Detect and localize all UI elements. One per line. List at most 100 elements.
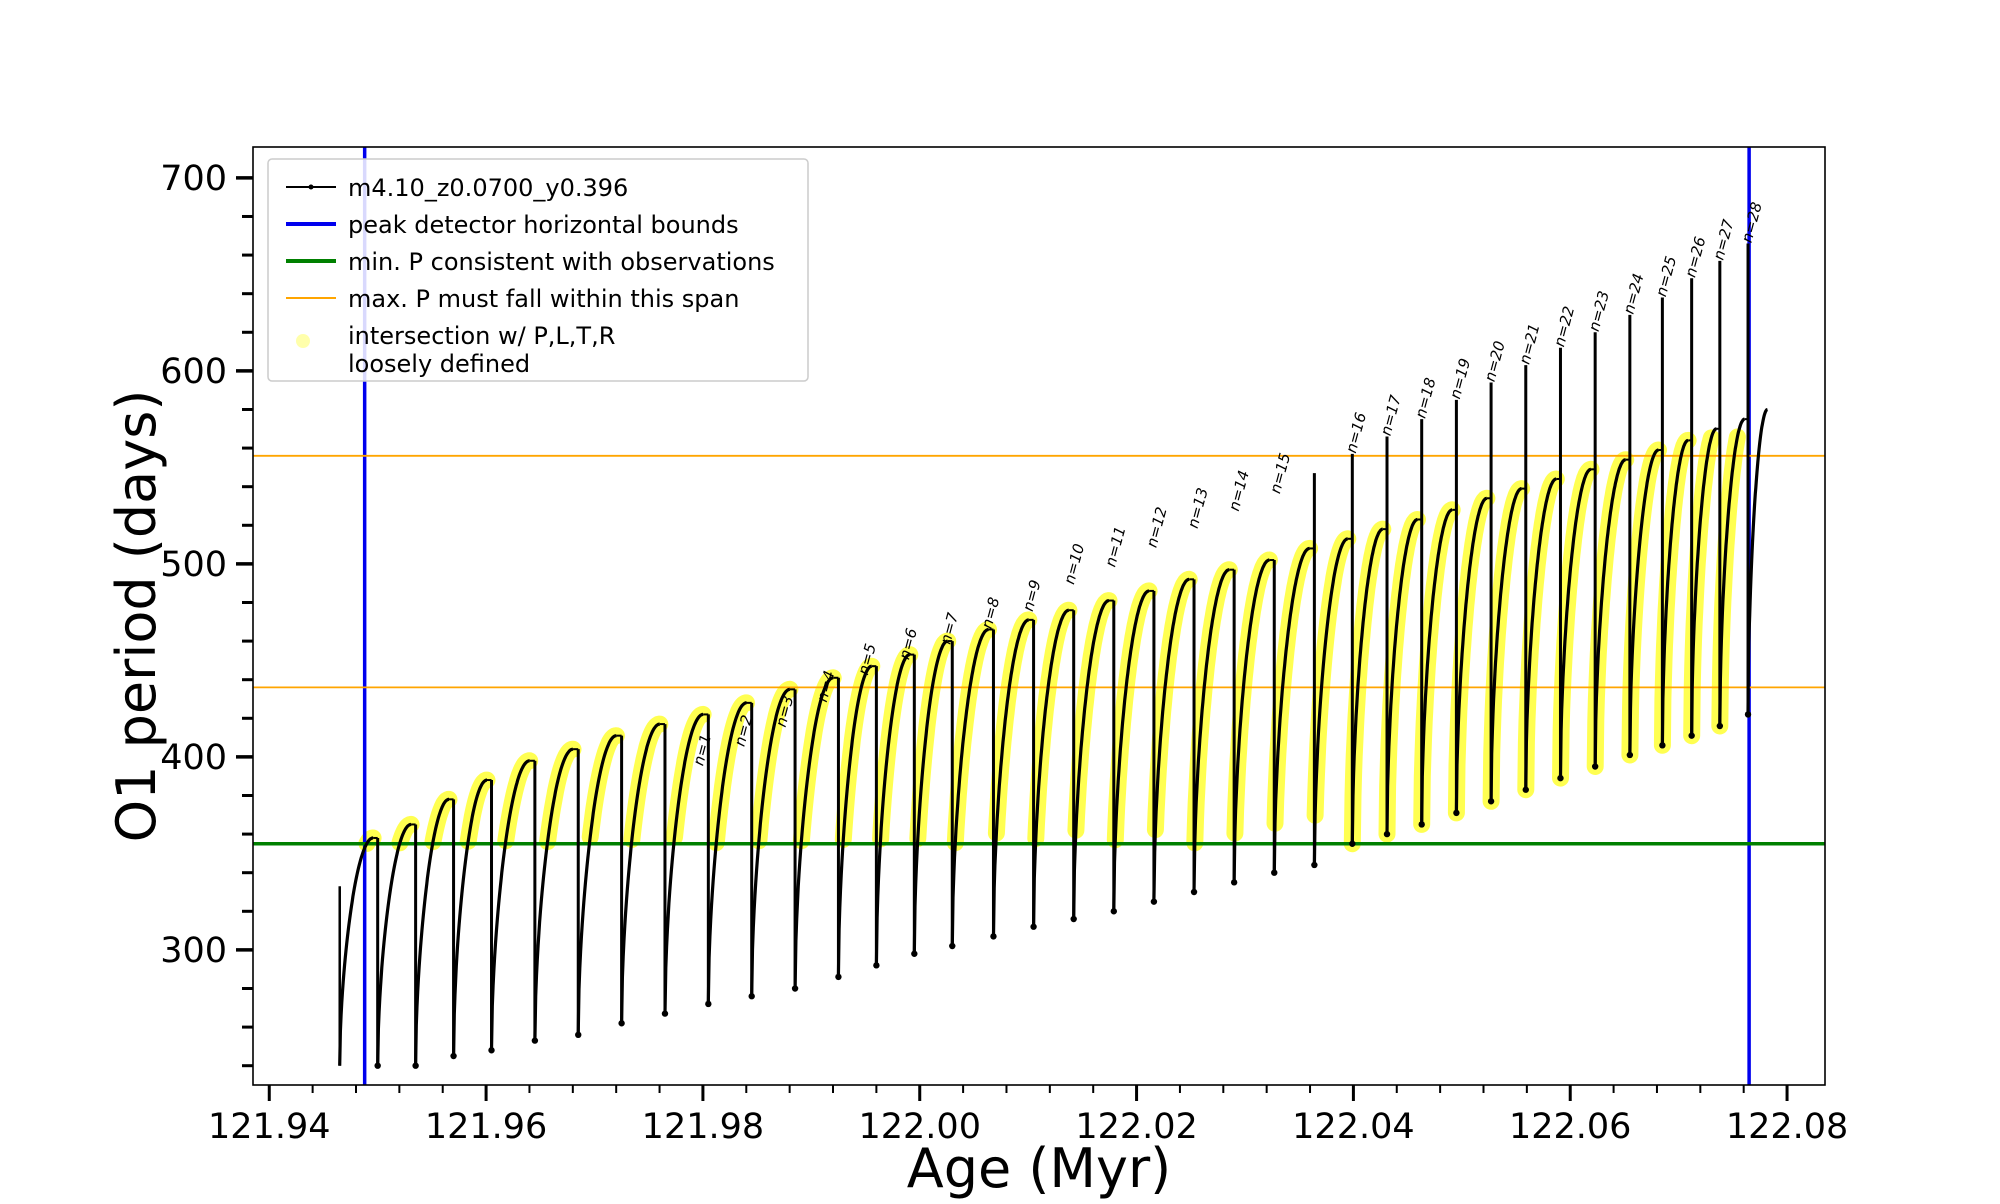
series-segment [1524,477,1557,790]
y-tick-label: 300 [160,931,227,971]
x-tick-label: 122.08 [1726,1107,1848,1147]
series-segment [1420,508,1453,825]
intersection-highlight [1027,601,1078,847]
x-axis-label: Age (Myr) [907,1137,1172,1200]
series-segment [1660,438,1689,746]
series-segment [836,664,873,977]
pulse-label: n=18 [1411,376,1439,420]
x-tick-label: 122.06 [1509,1107,1631,1147]
series-segment [874,653,911,966]
legend-series-marker [308,184,314,190]
intersection-highlight [539,740,582,851]
series-segment [663,712,704,1014]
series-segment [338,836,374,1066]
series-segment [750,687,791,997]
series-segment [706,701,747,1004]
intersection-highlight [1226,551,1278,842]
series-segment [1192,568,1230,893]
pulse-label: n=15 [1266,451,1294,495]
series-segment [576,734,617,1035]
y-axis-label: O1 period (days) [105,390,168,843]
legend-label: min. P consistent with observations [348,248,775,276]
series-segment [1454,496,1488,813]
series-segment [1746,407,1768,715]
intersection-highlight [909,632,957,847]
intersection-highlight [872,646,919,848]
series-segment [376,822,412,1066]
pulse-label: n=28 [1738,200,1766,244]
intersection-highlight [1067,592,1118,839]
series-segment [1593,458,1626,767]
pulse-label: n=4 [813,669,839,704]
intersection-highlight [834,657,881,848]
series-segment [1072,599,1110,920]
intersection-highlight [1106,582,1158,849]
series-segment [1112,589,1150,912]
pulse-label: n=17 [1377,393,1405,438]
series-segment [489,759,530,1051]
series-segment [1690,427,1717,736]
pulse-label: n=7 [937,610,963,646]
intersection-highlight [987,611,1038,842]
y-tick-label: 400 [160,738,227,778]
intersection-highlight [1186,561,1238,852]
intersection-highlight [1306,530,1357,824]
legend-label-line: intersection w/ P,L,T,R [348,322,615,350]
series-segment [533,747,574,1041]
pulse-label: n=22 [1550,304,1578,348]
legend-box [267,158,809,382]
legend-label: m4.10_z0.0700_y0.396 [348,174,628,202]
intersection-highlight [497,752,539,850]
pulse-label: n=25 [1652,254,1680,298]
x-tick-label: 121.96 [425,1107,547,1147]
y-tick-label: 600 [160,352,227,392]
plot-frame [252,146,1826,1086]
series-segment [620,722,660,1024]
x-tick-label: 121.98 [642,1107,764,1147]
series-segment [414,797,449,1066]
intersection-highlight [623,715,669,848]
series-segment [1489,487,1522,802]
pulse-label: n=14 [1225,468,1253,512]
legend-label: max. P must fall within this span [348,285,739,313]
pulse-label: n=24 [1620,272,1648,316]
pulse-label: n=23 [1585,289,1613,333]
pulse-label: n=27 [1710,217,1738,262]
pulse-label: n=21 [1515,322,1543,366]
pulse-label: n=19 [1446,356,1474,400]
pulse-label: n=8 [978,595,1004,630]
series-segment [950,627,989,947]
y-tick-label: 700 [160,159,227,199]
series-segment [1718,417,1745,727]
series-segment [1312,537,1349,866]
pulse-label: n=16 [1342,411,1370,455]
pulse-label: n=10 [1060,542,1088,586]
pulse-label: n=13 [1184,486,1212,530]
series-segment [793,676,834,989]
pulse-series-layer [338,243,1768,1069]
series-segment [1385,517,1418,835]
intersection-highlight [1266,539,1319,832]
x-tick-label: 121.94 [208,1107,330,1147]
series-segment [452,778,487,1057]
series-segment [1628,448,1659,756]
pulse-label: n=26 [1681,235,1709,279]
x-tick-label: 122.04 [1292,1107,1414,1147]
series-segment [1558,467,1592,779]
series-segment [1152,577,1190,902]
y-tick-label: 500 [160,545,227,585]
legend-label: intersection w/ P,L,T,R loosely defined [348,322,615,378]
series-segment [1232,558,1270,883]
pulse-label: n=12 [1143,505,1171,549]
x-tick-label: 122.00 [859,1107,981,1147]
legend-label: peak detector horizontal bounds [348,211,739,239]
series-segment [991,618,1029,937]
series-segment [1272,546,1310,873]
intersection-highlight [1146,570,1198,839]
series-segment [912,639,948,954]
series-segment [1032,608,1070,927]
intersection-highlight [581,727,625,846]
